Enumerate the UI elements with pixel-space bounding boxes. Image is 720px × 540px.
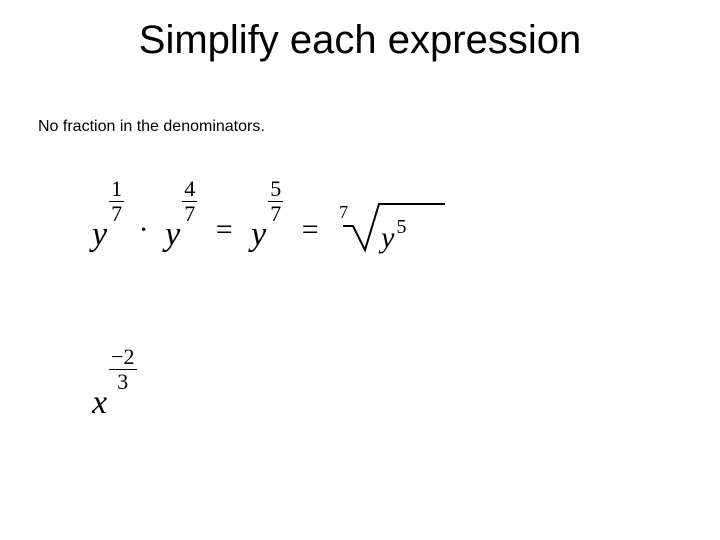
exp-frac-1: 17 bbox=[109, 178, 124, 225]
term-3: y57 bbox=[251, 178, 283, 254]
equals-1: = bbox=[206, 213, 243, 247]
exp-frac-3: 57 bbox=[268, 178, 283, 225]
base-y-3: y bbox=[251, 216, 266, 253]
base-x: x bbox=[92, 384, 107, 421]
base-y-2: y bbox=[165, 216, 180, 253]
exp-frac-x: −23 bbox=[109, 346, 136, 393]
exp-den-3: 7 bbox=[268, 202, 283, 225]
radical-term: 7 y5 bbox=[337, 196, 447, 254]
exp-den-2: 7 bbox=[182, 202, 197, 225]
dot-operator: · bbox=[133, 213, 157, 247]
exp-num-2: 4 bbox=[182, 178, 197, 201]
radical-index: 7 bbox=[339, 202, 348, 223]
exp-frac-2: 47 bbox=[182, 178, 197, 225]
equation-1: y17 · y47 = y57 = 7 y5 bbox=[92, 178, 447, 278]
term-2: y47 bbox=[165, 178, 197, 254]
radicand: y5 bbox=[381, 216, 406, 255]
slide: Simplify each expression No fraction in … bbox=[0, 0, 720, 540]
radicand-exp: 5 bbox=[396, 216, 406, 238]
exp-den-1: 7 bbox=[109, 202, 124, 225]
exp-num-1: 1 bbox=[109, 178, 124, 201]
term-1: y17 bbox=[92, 178, 124, 254]
page-title: Simplify each expression bbox=[0, 18, 720, 63]
radicand-base: y bbox=[381, 221, 394, 254]
exp-num-x: −2 bbox=[109, 346, 136, 369]
equals-2: = bbox=[292, 213, 329, 247]
exp-num-3: 5 bbox=[268, 178, 283, 201]
subtitle-text: No fraction in the denominators. bbox=[38, 118, 265, 136]
equation-2: x−23 bbox=[92, 346, 137, 422]
base-y-1: y bbox=[92, 216, 107, 253]
exp-den-x: 3 bbox=[109, 370, 136, 393]
